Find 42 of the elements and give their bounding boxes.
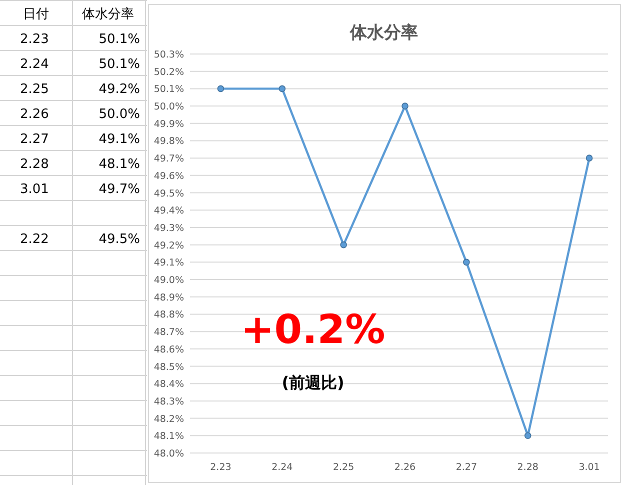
x-tick-label: 2.27 (456, 462, 478, 473)
x-tick-label: 2.24 (272, 462, 293, 473)
y-tick-label: 48.8% (154, 310, 184, 321)
y-tick-label: 50.2% (154, 66, 184, 78)
point (586, 154, 593, 162)
y-tick-label: 49.2% (154, 240, 184, 252)
x-tick-label: 2.23 (210, 462, 232, 473)
y-tick-label: 49.8% (154, 136, 184, 148)
x-tick-label: 3.01 (578, 462, 600, 473)
annotation: (前週比) (282, 373, 344, 392)
y-tick-label: 48.3% (154, 396, 184, 408)
point (402, 102, 408, 110)
point (463, 258, 470, 266)
y-tick-label: 49.6% (154, 170, 184, 182)
y-tick-label: 48.9% (154, 292, 184, 304)
chart-title: 体水分率 (349, 23, 418, 43)
y-tick-label: 49.9% (154, 118, 184, 130)
y-tick-label: 49.3% (154, 222, 184, 234)
y-tick-label: 50.1% (154, 84, 184, 96)
y-tick-label: 50.3% (154, 50, 184, 60)
y-tick-label: 48.1% (154, 431, 184, 442)
x-tick-label: 2.28 (517, 462, 538, 473)
y-tick-label: 48.4% (154, 379, 184, 390)
point (340, 241, 347, 248)
y-tick-label: 49.0% (154, 275, 184, 286)
y-tick-label: 48.6% (154, 344, 184, 356)
x-tick-label: 2.25 (332, 462, 354, 473)
y-tick-label: 48.2% (154, 414, 184, 425)
y-tick-label: 49.4% (154, 206, 184, 217)
annotation: +0.2% (240, 307, 386, 353)
y-tick-label: 50.0% (154, 102, 184, 113)
table: 日付 体水分率 2.23 50.1% 2.24 50.1% 2.25 49.2% 2.26 50.0% 2.27 49.1% 2.28 48.1% 3.01 49.7% 2.22 49.5% (0, 0, 148, 485)
y-tick-label: 49.5% (154, 188, 184, 200)
point (217, 85, 224, 92)
x-tick-label: 2.26 (394, 462, 416, 473)
point (524, 432, 532, 440)
y-tick-label: 49.7% (154, 154, 184, 165)
y-tick-label: 48.7% (154, 327, 184, 338)
point (278, 85, 286, 92)
y-tick-label: 48.0% (154, 448, 184, 460)
y-tick-label: 48.5% (154, 362, 184, 373)
y-tick-label: 49.1% (154, 258, 184, 269)
